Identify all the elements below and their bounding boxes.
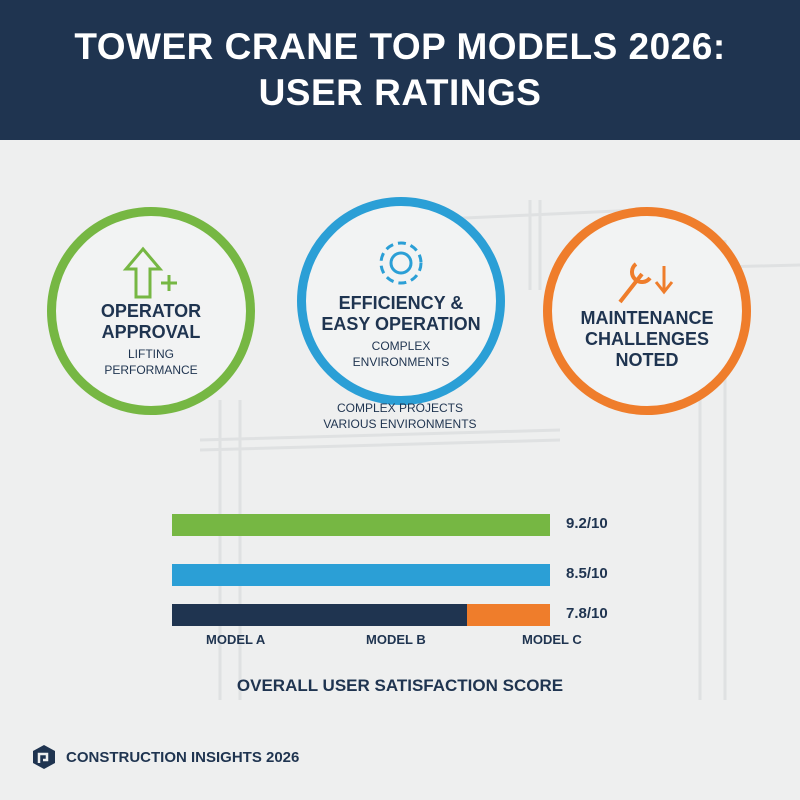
note-text: COMPLEX PROJECTS VARIOUS ENVIRONMENTS xyxy=(300,400,500,432)
card-title: OPERATOR APPROVAL xyxy=(100,300,202,342)
gear-icon xyxy=(379,241,423,284)
note-line-1: COMPLEX PROJECTS xyxy=(336,401,464,415)
value-label-c: 7.8/10 xyxy=(566,605,608,622)
brand-logo-icon xyxy=(33,745,55,769)
bar-model-c xyxy=(172,604,550,626)
card-efficiency: EFFICIENCY & EASY OPERATION COMPLEX ENVI… xyxy=(297,197,505,405)
category-label-a: MODEL A xyxy=(206,632,266,647)
value-label-a: 9.2/10 xyxy=(566,515,608,532)
category-label-c: MODEL C xyxy=(522,632,582,647)
bar-model-b xyxy=(172,564,550,586)
value-label-b: 8.5/10 xyxy=(566,565,608,582)
note-line-2: VARIOUS ENVIRONMENTS xyxy=(323,417,477,431)
crane-silhouettes-background xyxy=(199,200,800,700)
arrow-up-plus-icon xyxy=(122,246,177,298)
card-title: MAINTENANCE CHALLENGES NOTED xyxy=(580,307,714,370)
footer-brand: CONSTRUCTION INSIGHTS 2026 xyxy=(32,744,299,770)
card-subtitle: COMPLEX ENVIRONMENTS xyxy=(352,338,450,369)
bar-model-c-fill xyxy=(172,604,467,626)
card-operator-approval: OPERATOR APPROVAL LIFTING PERFORMANCE xyxy=(47,207,255,415)
card-subtitle: LIFTING PERFORMANCE xyxy=(104,346,198,377)
brand-name: CONSTRUCTION INSIGHTS 2026 xyxy=(66,748,300,766)
header-banner: TOWER CRANE TOP MODELS 2026: USER RATING… xyxy=(0,0,800,140)
card-title: EFFICIENCY & EASY OPERATION xyxy=(321,292,481,334)
page-title: TOWER CRANE TOP MODELS 2026: USER RATING… xyxy=(74,26,726,113)
chart-title: OVERALL USER SATISFACTION SCORE xyxy=(236,676,564,695)
card-maintenance: MAINTENANCE CHALLENGES NOTED xyxy=(543,207,751,415)
category-label-b: MODEL B xyxy=(366,632,426,647)
wrench-arrow-down-icon xyxy=(618,261,674,303)
bar-model-a xyxy=(172,514,550,536)
